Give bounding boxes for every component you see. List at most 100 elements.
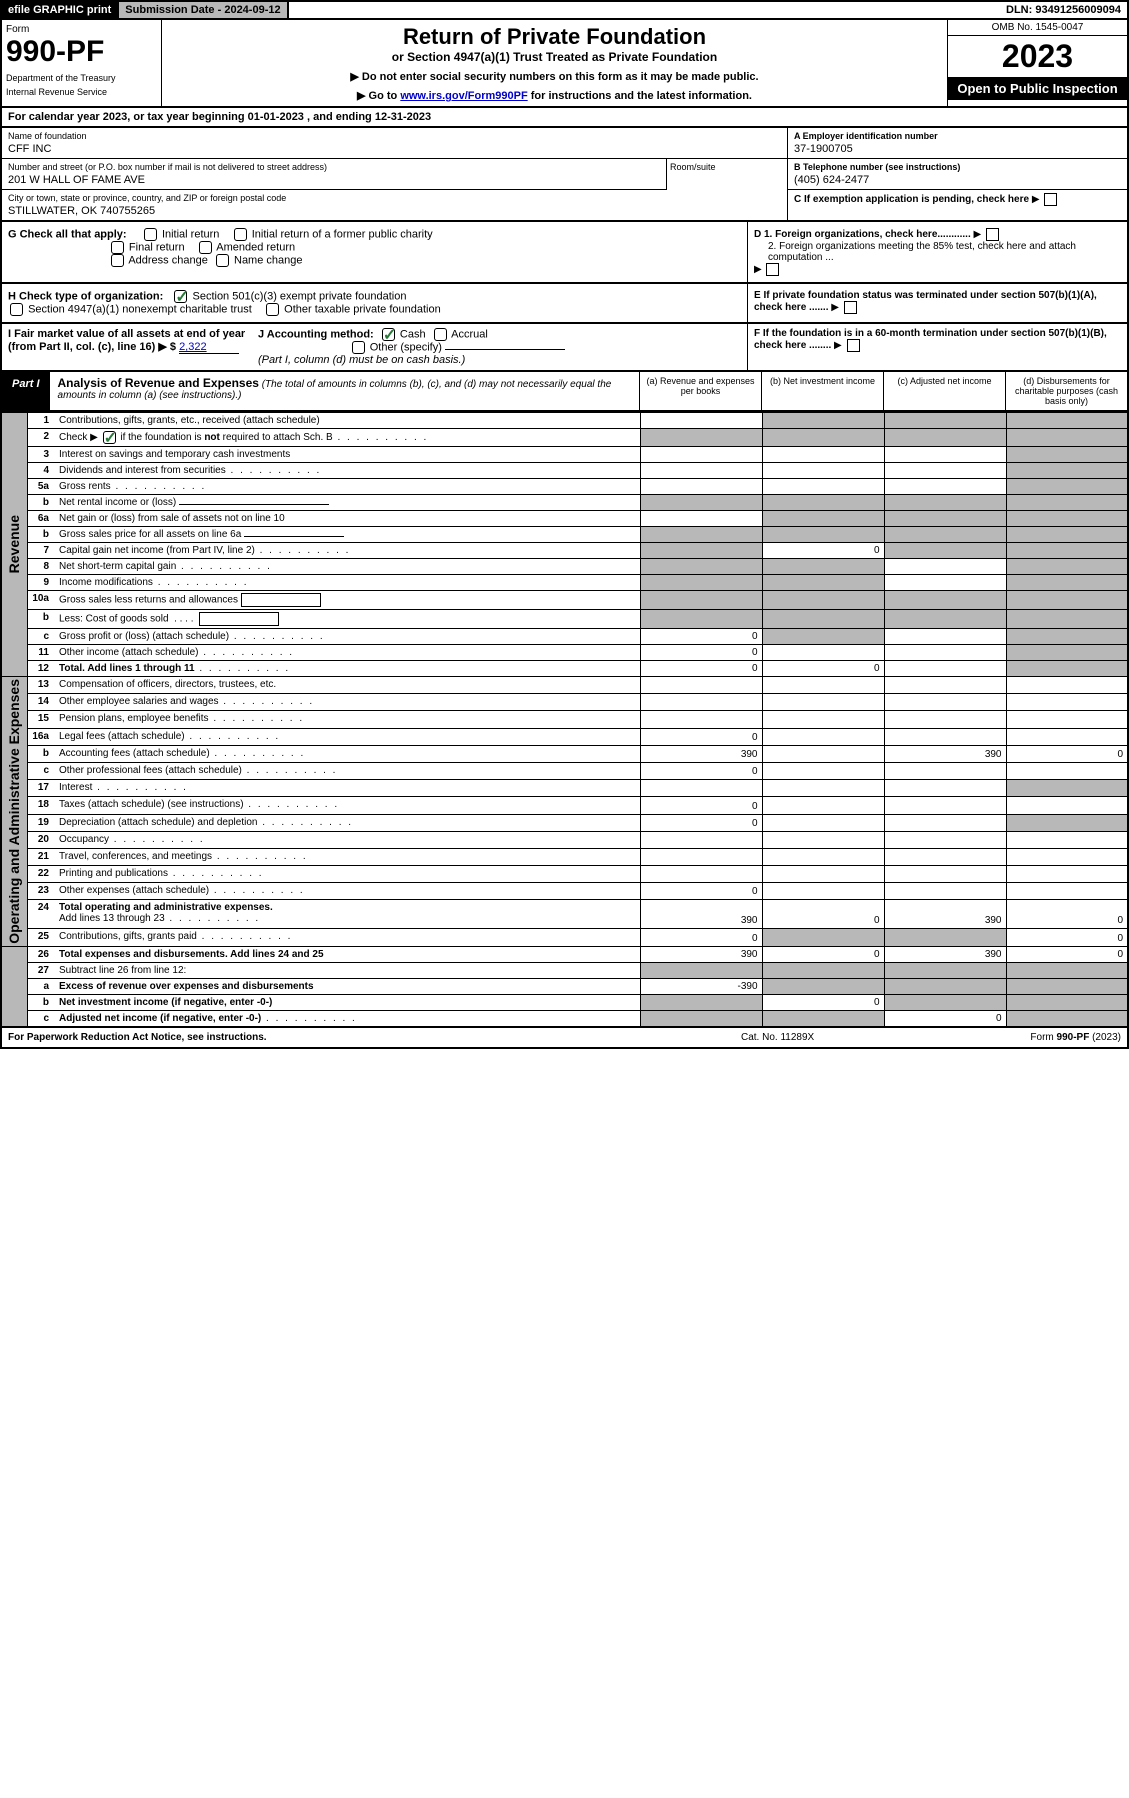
d1-checkbox[interactable] (986, 228, 999, 241)
entity-right: A Employer identification number 37-1900… (787, 128, 1127, 220)
part1-title-block: Analysis of Revenue and Expenses (The to… (50, 372, 639, 410)
irs-label: Internal Revenue Service (6, 87, 157, 97)
g2-checkbox[interactable] (234, 228, 247, 241)
h3-checkbox[interactable] (266, 303, 279, 316)
irs-link[interactable]: www.irs.gov/Form990PF (400, 90, 527, 102)
table-row: 24Total operating and administrative exp… (1, 900, 1128, 929)
table-row: 15Pension plans, employee benefits (1, 711, 1128, 728)
dept-treasury: Department of the Treasury (6, 73, 157, 83)
efile-label: efile GRAPHIC print (2, 2, 119, 18)
j3-checkbox[interactable] (352, 341, 365, 354)
header-left: Form 990-PF Department of the Treasury I… (2, 20, 162, 106)
omb-number: OMB No. 1545-0047 (948, 20, 1127, 36)
table-row: 23Other expenses (attach schedule)0 (1, 883, 1128, 900)
i-value[interactable]: 2,322 (179, 341, 239, 354)
h2-checkbox[interactable] (10, 303, 23, 316)
c-label: C If exemption application is pending, c… (794, 194, 1029, 205)
room-cell: Room/suite (667, 159, 787, 190)
e-checkbox[interactable] (844, 301, 857, 314)
g3-label: Final return (129, 241, 185, 253)
table-row: 3Interest on savings and temporary cash … (1, 447, 1128, 463)
table-row: 22Printing and publications (1, 866, 1128, 883)
table-row: 6aNet gain or (loss) from sale of assets… (1, 511, 1128, 527)
city-label: City or town, state or province, country… (8, 193, 781, 203)
phone-label: B Telephone number (see instructions) (794, 162, 960, 172)
table-row: bNet investment income (if negative, ent… (1, 994, 1128, 1010)
calendar-year-row: For calendar year 2023, or tax year begi… (0, 108, 1129, 128)
h3-label: Other taxable private foundation (284, 303, 441, 315)
calyear-pre: For calendar year 2023, or tax year begi… (8, 111, 248, 123)
h-label: H Check type of organization: (8, 290, 163, 302)
subdate-label: Submission Date - (125, 4, 224, 16)
calyear-mid: , and ending (304, 111, 375, 123)
ein-label: A Employer identification number (794, 131, 938, 141)
table-row: 10aGross sales less returns and allowanc… (1, 591, 1128, 610)
form-header: Form 990-PF Department of the Treasury I… (0, 20, 1129, 108)
table-row: bAccounting fees (attach schedule)390390… (1, 745, 1128, 762)
d2-checkbox[interactable] (766, 263, 779, 276)
subdate-value: 2024-09-12 (224, 4, 280, 16)
col-a-hdr: (a) Revenue and expenses per books (639, 372, 761, 410)
name-label: Name of foundation (8, 131, 781, 141)
table-row: cAdjusted net income (if negative, enter… (1, 1010, 1128, 1027)
part1-label: Part I (2, 372, 50, 410)
j2-checkbox[interactable] (434, 328, 447, 341)
table-row: 2Check ▶ if the foundation is not requir… (1, 429, 1128, 447)
table-row: aExcess of revenue over expenses and dis… (1, 978, 1128, 994)
footer-mid: Cat. No. 11289X (741, 1032, 941, 1043)
table-row: 20Occupancy (1, 831, 1128, 848)
d1-label: D 1. Foreign organizations, check here..… (754, 229, 971, 240)
j1-label: Cash (400, 328, 426, 340)
entity-left: Name of foundation CFF INC Number and st… (2, 128, 787, 220)
h-e-row: H Check type of organization: Section 50… (0, 284, 1129, 324)
table-row: 19Depreciation (attach schedule) and dep… (1, 814, 1128, 831)
table-row: 8Net short-term capital gain (1, 559, 1128, 575)
goto-pre: ▶ Go to (357, 90, 400, 102)
e-label: E If private foundation status was termi… (754, 290, 1097, 313)
c-checkbox[interactable] (1044, 193, 1057, 206)
g4-label: Amended return (216, 241, 295, 253)
col-c-hdr: (c) Adjusted net income (883, 372, 1005, 410)
table-row: bGross sales price for all assets on lin… (1, 527, 1128, 543)
g6-checkbox[interactable] (216, 254, 229, 267)
j1-checkbox[interactable] (382, 328, 395, 341)
ij-f-row: I Fair market value of all assets at end… (0, 324, 1129, 372)
g2-label: Initial return of a former public charit… (252, 228, 433, 240)
f-checkbox[interactable] (847, 339, 860, 352)
j-note: (Part I, column (d) must be on cash basi… (258, 354, 465, 366)
table-row: 7Capital gain net income (from Part IV, … (1, 543, 1128, 559)
g4-checkbox[interactable] (199, 241, 212, 254)
page-footer: For Paperwork Reduction Act Notice, see … (0, 1028, 1129, 1049)
part1-title: Analysis of Revenue and Expenses (58, 376, 259, 390)
room-label: Room/suite (670, 162, 784, 172)
table-row: 25Contributions, gifts, grants paid00 (1, 929, 1128, 946)
line-num: 1 (27, 413, 55, 429)
phone-cell: B Telephone number (see instructions) (4… (788, 159, 1127, 190)
table-row: 12Total. Add lines 1 through 1100 (1, 661, 1128, 677)
calyear-begin: 01-01-2023 (248, 111, 304, 123)
g5-checkbox[interactable] (111, 254, 124, 267)
expenses-label: Operating and Administrative Expenses (6, 679, 22, 944)
foundation-name: CFF INC (8, 143, 781, 155)
table-row: 26Total expenses and disbursements. Add … (1, 946, 1128, 962)
line-desc: Contributions, gifts, grants, etc., rece… (55, 413, 640, 429)
g3-checkbox[interactable] (111, 241, 124, 254)
phone-value: (405) 624-2477 (794, 174, 1121, 186)
g1-checkbox[interactable] (144, 228, 157, 241)
schb-checkbox[interactable] (103, 431, 116, 444)
entity-info: Name of foundation CFF INC Number and st… (0, 128, 1129, 222)
line-desc: Check ▶ if the foundation is not require… (55, 429, 640, 447)
g1-label: Initial return (162, 228, 219, 240)
header-right: OMB No. 1545-0047 2023 Open to Public In… (947, 20, 1127, 106)
col-b-hdr: (b) Net investment income (761, 372, 883, 410)
ein-value: 37-1900705 (794, 143, 1121, 155)
h1-checkbox[interactable] (174, 290, 187, 303)
revenue-label: Revenue (6, 515, 22, 573)
addr-row: Number and street (or P.O. box number if… (2, 159, 787, 190)
addr-label: Number and street (or P.O. box number if… (8, 162, 660, 172)
g6-label: Name change (234, 254, 303, 266)
table-row: 9Income modifications (1, 575, 1128, 591)
city-cell: City or town, state or province, country… (2, 190, 787, 220)
j-label: J Accounting method: (258, 328, 374, 340)
table-row: 14Other employee salaries and wages (1, 694, 1128, 711)
